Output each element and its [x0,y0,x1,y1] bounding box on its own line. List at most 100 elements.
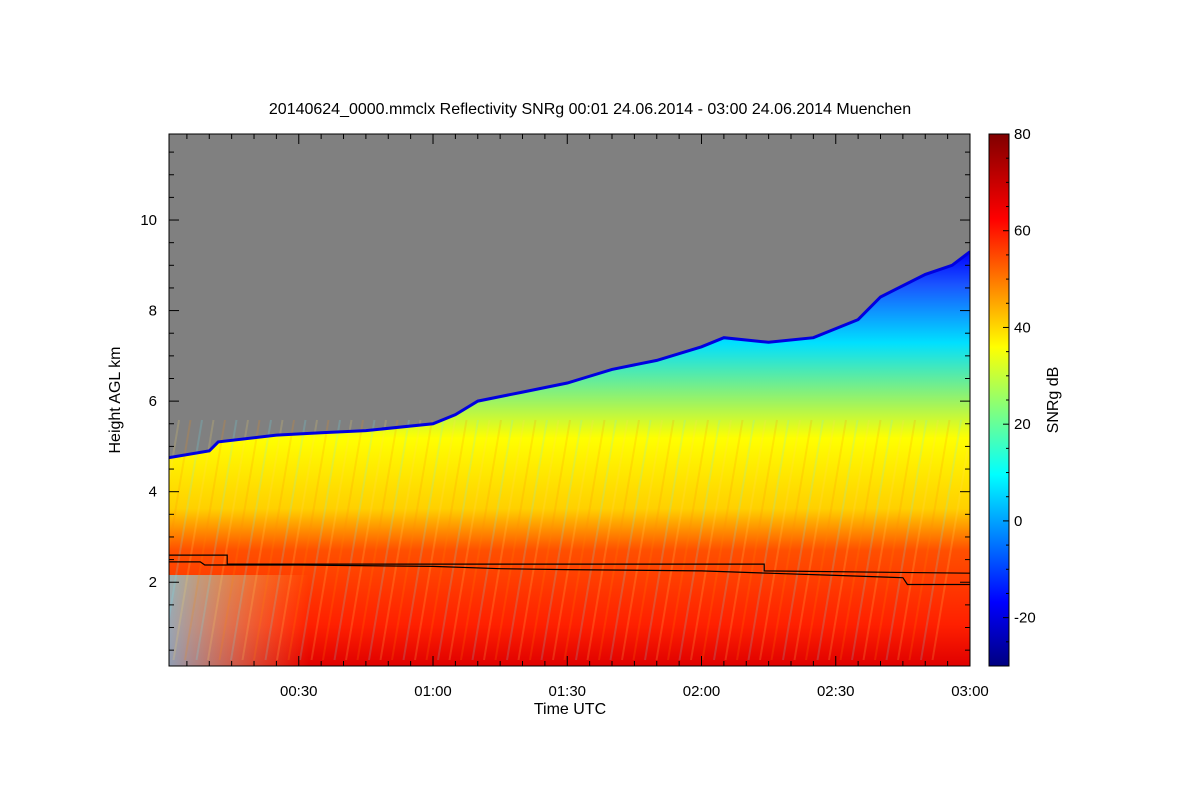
fall-streak [437,419,479,661]
y-tick-label: 4 [149,484,157,501]
fall-streak [736,419,778,661]
cloud-top-edge [169,250,970,460]
fall-streak [552,419,594,661]
fall-streak [598,419,640,661]
boundary-line-upper [169,554,970,574]
fall-streak [184,419,226,661]
fall-streak [770,419,813,661]
chart-title: 20140624_0000.mmclx Reflectivity SNRg 00… [269,101,911,118]
fall-streak [379,419,422,661]
fall-streak [333,419,376,661]
fall-streak [460,419,502,661]
fall-streak [816,419,859,661]
fall-streak [310,419,353,661]
y-axis-label: Height AGL km [107,346,124,453]
fall-streak [425,419,468,661]
fall-streak [169,419,203,625]
fall-streak [828,419,870,661]
fall-streak [655,419,698,661]
fall-streak [368,419,410,661]
fall-streak [667,419,709,661]
fall-streak [483,419,525,661]
fall-streak [253,419,295,661]
fall-streak [897,419,939,661]
fall-streak [782,419,824,661]
fall-streak [632,419,675,661]
x-tick-label: 00:30 [280,683,318,700]
fall-streak [322,419,364,661]
fall-streak [851,419,893,661]
fall-streak [506,419,548,661]
fall-streak [195,419,238,661]
y-tick-label: 2 [149,574,157,591]
cloud-reflectivity-field [169,251,970,666]
fall-streak [747,419,790,661]
x-tick-label: 01:30 [548,683,586,700]
fall-streak [345,419,387,661]
fall-streak [494,419,537,661]
x-axis: 00:30 01:00 01:30 02:00 02:30 03:00 [186,134,989,700]
fall-streak [908,419,951,661]
x-tick-label: 02:00 [683,683,721,700]
boundary-line-lower [169,561,970,586]
y-tick-label: 6 [149,393,157,410]
fall-streak [839,419,882,661]
x-tick-label: 02:30 [817,683,855,700]
colorbar-axis: -20 0 20 40 60 80 [1003,126,1036,643]
fall-streak [862,419,905,661]
fall-streak [207,419,249,661]
fall-streak [690,419,732,661]
fall-streak [169,419,192,556]
fall-streak [759,419,801,661]
fall-streak [874,419,916,661]
low-reflectivity-region [169,575,309,666]
y-tick-label: 8 [149,303,157,320]
colorbar-tick-label: 60 [1014,223,1031,240]
fall-streak [471,419,514,661]
y-tick-label: 10 [140,212,157,229]
fall-streak [931,428,970,661]
fall-streak [586,419,629,661]
fall-streak [644,419,686,661]
fall-streak [299,419,341,661]
fall-streak [356,419,399,661]
x-tick-label: 01:00 [414,683,452,700]
plot-frame [168,133,971,667]
fall-streaks [169,419,970,661]
fall-streak [391,419,433,661]
colorbar-label: SNRg dB [1045,367,1062,434]
fall-streak [540,419,583,661]
fall-streak [621,419,663,661]
fall-streak [218,419,261,661]
fall-streak [885,419,928,661]
fall-streak [414,419,456,661]
fall-streak [793,419,836,661]
fall-streak [448,419,491,661]
fall-streak [713,419,755,661]
fall-streak [517,419,560,661]
colorbar-tick-label: 20 [1014,416,1031,433]
fall-streak [264,419,307,661]
colorbar-tick-label: -20 [1014,610,1036,627]
fall-streak [920,419,962,661]
fall-streak [172,419,215,661]
fall-streak [678,419,721,661]
fall-streak [287,419,330,661]
y-axis: 2 4 6 8 10 [140,151,970,651]
fall-streak [724,419,767,661]
fall-streak [169,419,180,487]
x-axis-label: Time UTC [534,701,606,718]
fall-streak [230,419,272,661]
fall-streak [529,419,571,661]
fall-streak [609,419,652,661]
fall-streak [241,419,284,661]
fall-streak [402,419,445,661]
colorbar-tick-label: 80 [1014,126,1031,143]
fall-streak [276,419,318,661]
colorbar-tick-label: 0 [1014,513,1022,530]
colorbar-tick-label: 40 [1014,319,1031,336]
fall-streak [805,419,847,661]
fall-streak [575,419,617,661]
x-tick-label: 03:00 [951,683,989,700]
